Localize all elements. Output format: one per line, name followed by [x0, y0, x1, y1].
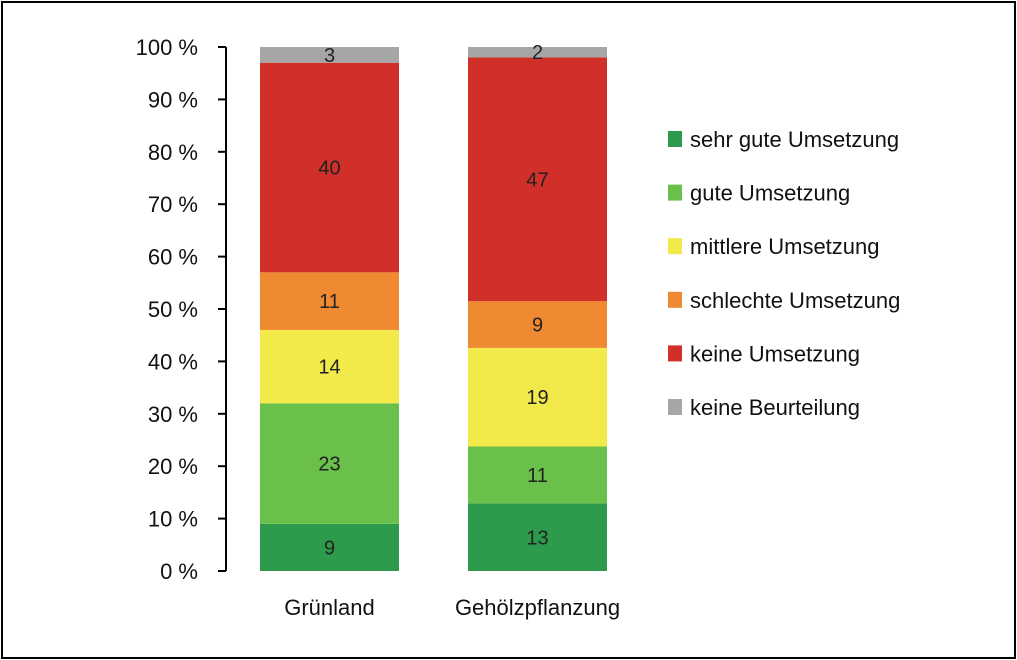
- y-tick-label: 30 %: [148, 402, 198, 427]
- legend-swatch: [668, 345, 682, 362]
- data-label: 11: [319, 291, 340, 313]
- bar-segment: [468, 301, 607, 348]
- data-label: 3: [324, 45, 335, 67]
- data-label: 19: [526, 387, 548, 409]
- legend-label: keine Beurteilung: [690, 395, 860, 420]
- legend-label: schlechte Umsetzung: [690, 288, 900, 313]
- y-tick-label: 50 %: [148, 297, 198, 322]
- data-label: 9: [532, 315, 543, 337]
- legend-swatch: [668, 238, 682, 255]
- bar-segment: [468, 57, 607, 302]
- y-tick-label: 40 %: [148, 349, 198, 374]
- x-category-label: Grünland: [284, 595, 375, 620]
- y-tick-label: 100 %: [136, 35, 198, 60]
- y-tick-label: 80 %: [148, 140, 198, 165]
- bar-segment: [468, 347, 607, 447]
- legend-label: sehr gute Umsetzung: [690, 127, 899, 152]
- legend-label: gute Umsetzung: [690, 181, 850, 206]
- bar-segment: [260, 272, 399, 330]
- legend-label: keine Umsetzung: [690, 341, 860, 366]
- bar-segment: [468, 503, 607, 571]
- data-label: 2: [532, 42, 543, 64]
- y-tick-label: 10 %: [148, 507, 198, 532]
- bar-segment: [260, 403, 399, 524]
- data-label: 11: [527, 465, 548, 487]
- data-label: 14: [318, 357, 340, 379]
- legend-swatch: [668, 291, 682, 308]
- bar-segment: [468, 446, 607, 504]
- data-label: 23: [318, 454, 340, 476]
- bar-segment: [260, 62, 399, 273]
- legend-swatch: [668, 184, 682, 201]
- bar-segment: [260, 329, 399, 404]
- legend-label: mittlere Umsetzung: [690, 234, 880, 259]
- y-tick-label: 60 %: [148, 245, 198, 270]
- legend-swatch: [668, 131, 682, 147]
- legend-swatch: [668, 399, 682, 415]
- data-label: 40: [318, 158, 340, 180]
- x-category-label: Gehölzpflanzung: [455, 595, 620, 620]
- bar-segment: [260, 523, 399, 571]
- bar-segment: [260, 47, 399, 63]
- bar-segment: [468, 47, 607, 58]
- data-label: 13: [526, 527, 548, 549]
- y-tick-label: 70 %: [148, 192, 198, 217]
- data-label: 9: [324, 537, 335, 559]
- y-tick-label: 0 %: [160, 559, 198, 584]
- data-label: 47: [526, 169, 548, 191]
- y-tick-label: 90 %: [148, 87, 198, 112]
- y-tick-label: 20 %: [148, 454, 198, 479]
